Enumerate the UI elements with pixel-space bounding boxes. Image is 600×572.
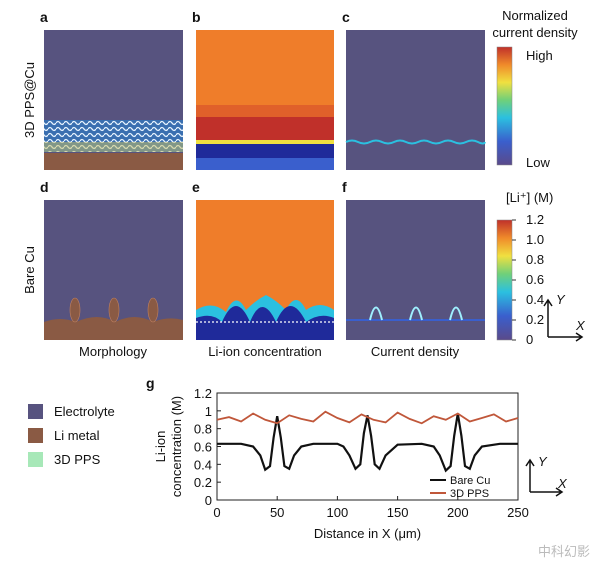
colorbar-label: Low	[526, 155, 550, 170]
x-tick-label: 0	[213, 505, 220, 520]
column-caption: Li-ion concentration	[208, 344, 321, 359]
line-series	[216, 410, 519, 425]
axis-icon-label: X	[557, 476, 568, 491]
x-axis-label: Distance in X (μm)	[314, 526, 421, 541]
legend-swatch	[28, 428, 43, 443]
y-tick-label: 0	[205, 493, 212, 508]
panel-e	[196, 200, 334, 340]
colorbar-tick-label: 1.0	[526, 232, 544, 247]
panel-letter: c	[342, 9, 350, 25]
legend-swatch	[28, 452, 43, 467]
line-series	[217, 413, 518, 473]
colorbar-tick-label: 1.2	[526, 212, 544, 227]
y-tick-label: 0.6	[194, 440, 212, 455]
colorbar	[496, 219, 513, 341]
colorbar-title: Normalized	[502, 8, 568, 23]
y-tick-label: 1	[205, 404, 212, 419]
panel-b	[196, 30, 334, 170]
legend-label: Bare Cu	[450, 475, 490, 487]
y-tick-label: 0.4	[194, 457, 212, 472]
legend-label: Electrolyte	[54, 404, 115, 419]
panel-a	[44, 30, 183, 170]
panel-letter: b	[192, 9, 201, 25]
panel-letter: a	[40, 9, 48, 25]
x-tick-label: 200	[447, 505, 469, 520]
axis-icon-label: Y	[538, 454, 548, 469]
panel-letter: f	[342, 179, 347, 195]
legend-label: 3D PPS	[54, 452, 101, 467]
x-tick-label: 50	[270, 505, 284, 520]
legend: Electrolyte Li metal 3D PPS	[28, 404, 115, 467]
x-tick-label: 150	[387, 505, 409, 520]
column-caption: Morphology	[79, 344, 147, 359]
y-tick-label: 0.2	[194, 475, 212, 490]
colorbar-tick-label: 0.8	[526, 252, 544, 267]
line-chart: 00.20.40.60.811.20 50 100 150 200 250Distance…	[153, 386, 529, 541]
legend-swatch	[28, 404, 43, 419]
x-tick-label: 250	[507, 505, 529, 520]
colorbar-label: High	[526, 48, 553, 63]
panel-letter: g	[146, 375, 155, 391]
row-label: 3D PPS@Cu	[22, 62, 37, 138]
colorbar-tick-label: 0.4	[526, 292, 544, 307]
legend-label: Li metal	[54, 428, 100, 443]
column-caption: Current density	[371, 344, 460, 359]
x-tick-label: 100	[327, 505, 349, 520]
panel-d	[44, 200, 183, 340]
y-axis-label: Li-ion	[153, 431, 168, 463]
colorbar-title: [Li⁺] (M)	[506, 190, 553, 205]
panel-letter: d	[40, 179, 49, 195]
row-label: Bare Cu	[22, 246, 37, 294]
colorbar-tick-label: 0.2	[526, 312, 544, 327]
axes-icon	[525, 298, 584, 497]
colorbar-title: current density	[492, 25, 578, 40]
y-tick-label: 0.8	[194, 422, 212, 437]
colorbar-ticks: 1.2 1.0 0.8 0.6 0.4 0.2 0	[512, 212, 544, 347]
y-axis-label: concentration (M)	[169, 396, 184, 497]
panel-f	[346, 200, 485, 340]
panel-c	[345, 30, 486, 170]
legend-label: 3D PPS	[450, 488, 489, 500]
axis-icon-label: Y	[556, 292, 566, 307]
panel-letter: e	[192, 179, 200, 195]
axis-icon-label: X	[575, 318, 586, 333]
colorbar	[496, 46, 513, 166]
colorbar-tick-label: 0	[526, 332, 533, 347]
y-tick-label: 1.2	[194, 386, 212, 401]
colorbar-tick-label: 0.6	[526, 272, 544, 287]
watermark: 中科幻影	[538, 544, 590, 559]
